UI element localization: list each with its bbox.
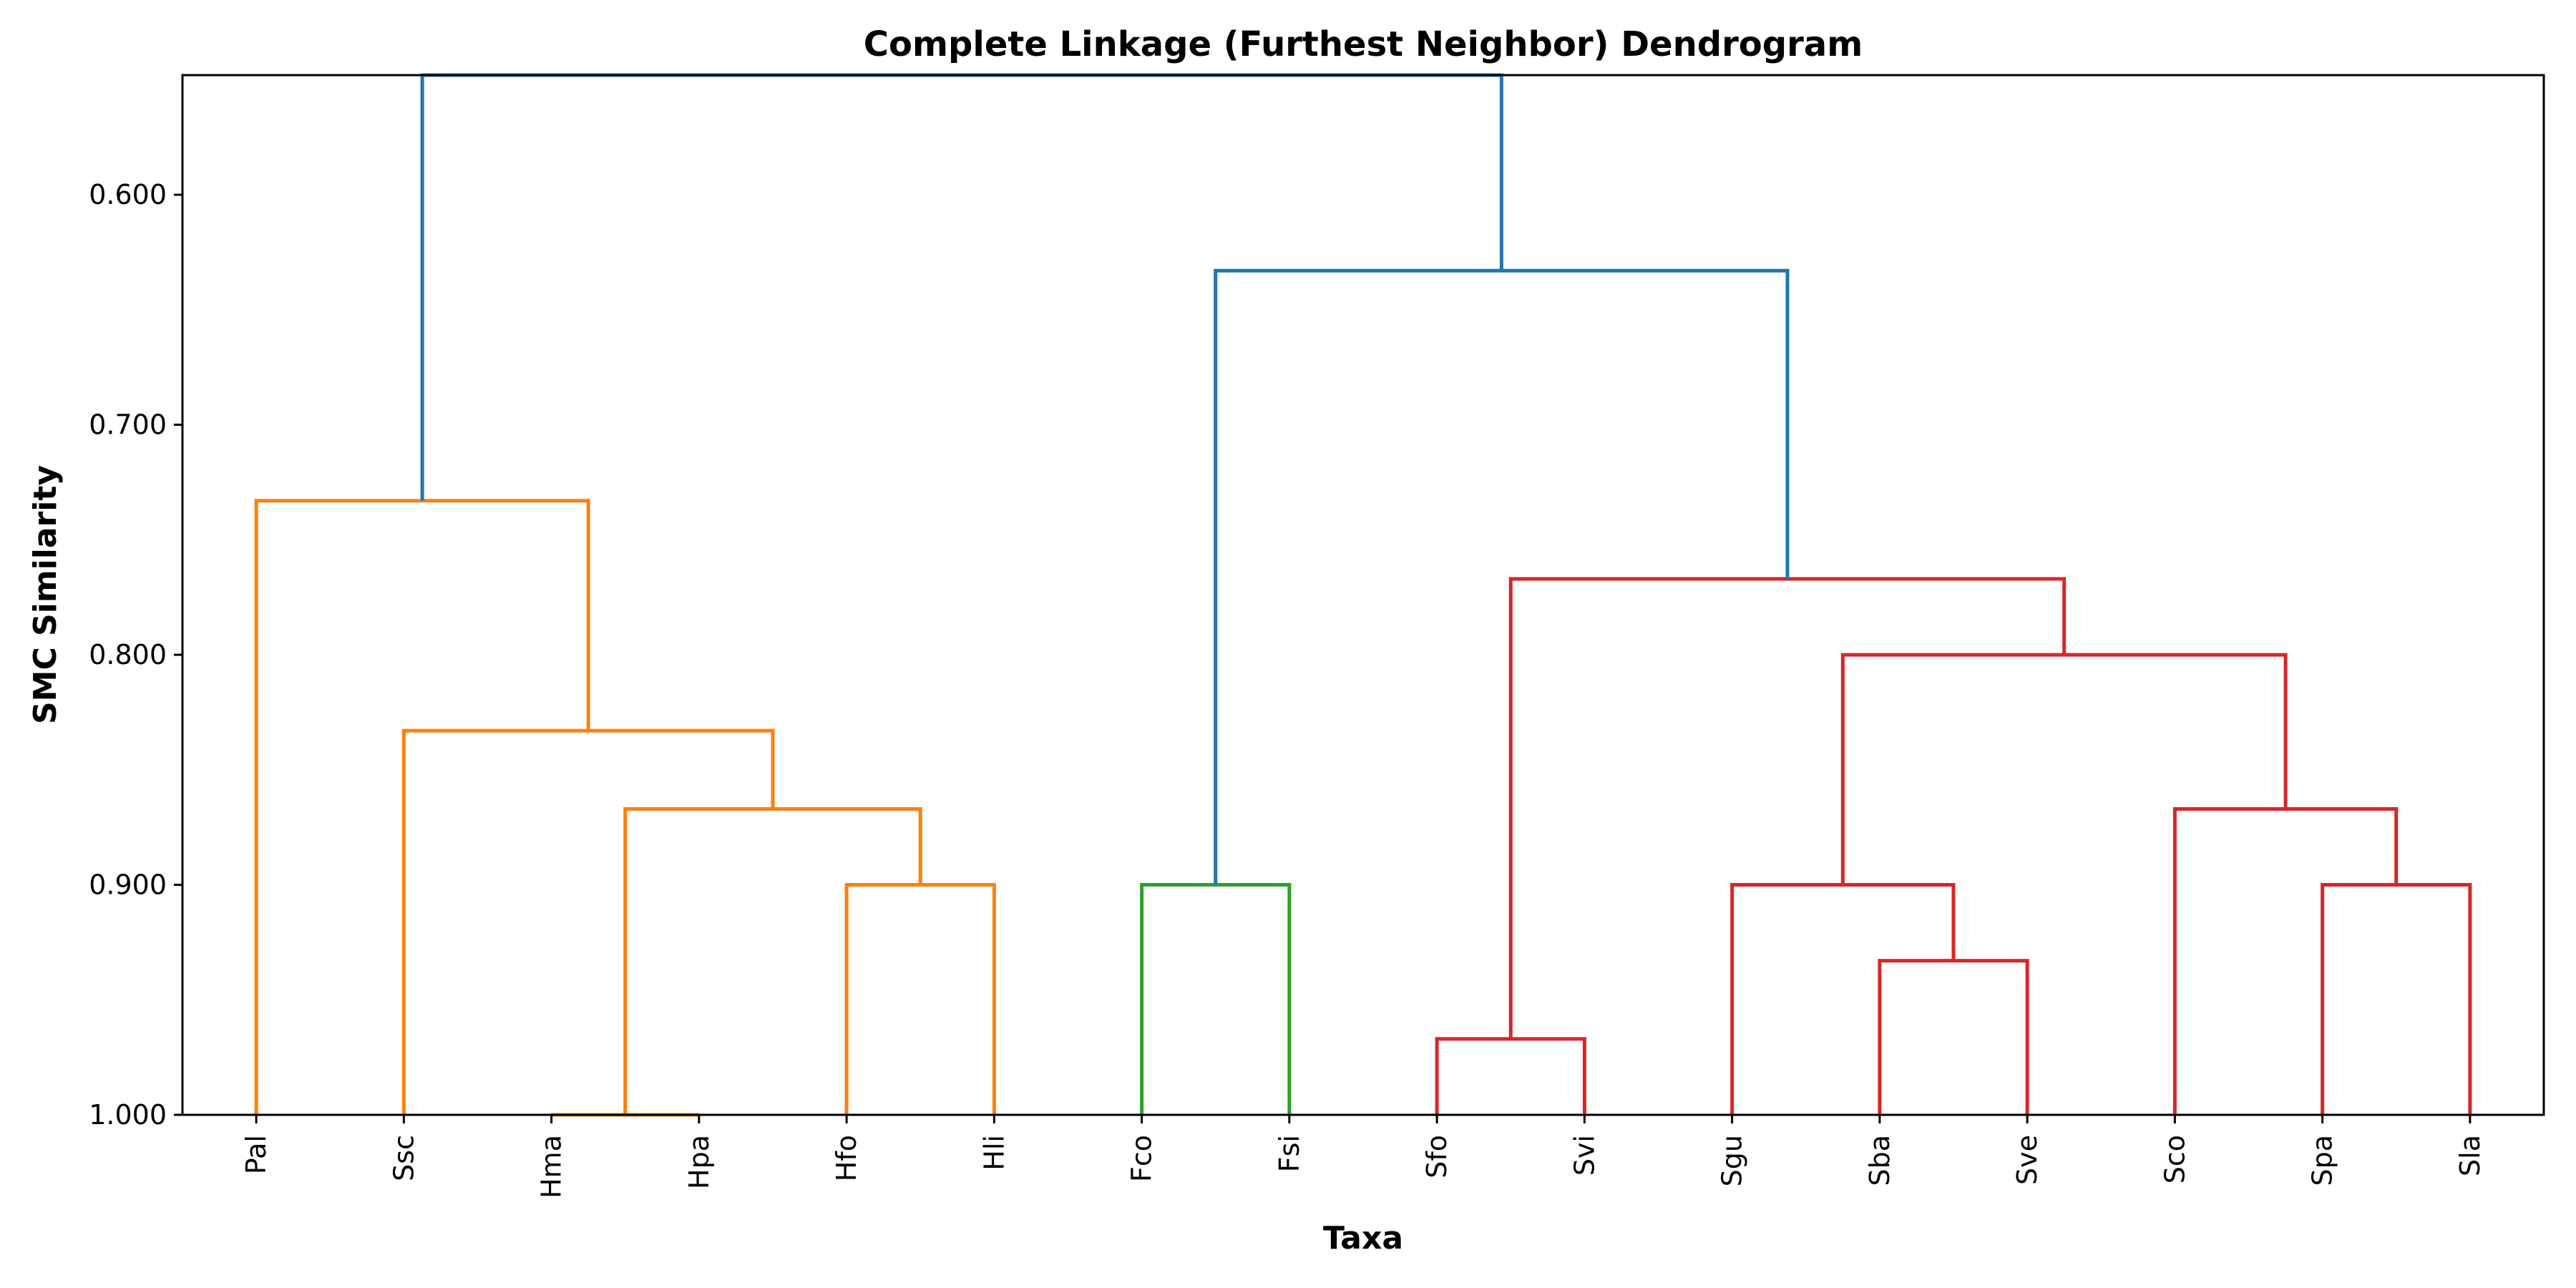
dendrogram-links — [254, 73, 2472, 1117]
leaf-label-pal: Pal — [240, 1135, 272, 1174]
leaf-label-ssc: Ssc — [388, 1135, 419, 1181]
leaf-label-hfo: Hfo — [831, 1135, 862, 1181]
dendrogram-link-m3 — [1878, 959, 2029, 1115]
dendrogram-link-m10 — [401, 728, 775, 1115]
dendrogram-link-m0 — [844, 883, 996, 1115]
y-tick-label: 0.900 — [89, 869, 167, 901]
leaf-label-sba: Sba — [1864, 1135, 1896, 1186]
dendrogram-link-m9 — [623, 806, 922, 1115]
x-axis-label: Taxa — [1323, 1220, 1403, 1257]
leaf-label-sco: Sco — [2159, 1135, 2190, 1184]
dendrogram-link-m12 — [1508, 577, 2067, 1039]
leaf-label-hpa: Hpa — [683, 1135, 715, 1189]
dendrogram-link-m2 — [1435, 1037, 1586, 1115]
dendrogram-link-m13 — [254, 499, 590, 1115]
leaf-label-svi: Svi — [1568, 1135, 1600, 1176]
leaf-label-sfo: Sfo — [1421, 1135, 1453, 1179]
leaf-label-fsi: Fsi — [1274, 1135, 1305, 1172]
y-tick-label: 0.800 — [89, 639, 167, 670]
dendrogram-link-m4 — [2321, 883, 2472, 1115]
plot-frame — [181, 74, 2545, 1116]
dendrogram-link-m1 — [1140, 883, 1292, 1115]
chart-title: Complete Linkage (Furthest Neighbor) Den… — [864, 24, 1863, 64]
leaf-label-sve: Sve — [2011, 1135, 2043, 1185]
y-tick-label: 1.000 — [89, 1099, 167, 1131]
y-axis-ticks: 0.600 0.700 0.800 0.900 1.000 — [89, 179, 182, 1131]
dendrogram-link-m8 — [2172, 806, 2399, 1115]
leaf-label-hli: Hli — [978, 1135, 1010, 1171]
y-tick-label: 0.700 — [89, 409, 167, 441]
leaf-label-sla: Sla — [2454, 1135, 2486, 1176]
leaf-label-sgu: Sgu — [1717, 1135, 1748, 1186]
y-tick-label: 0.600 — [89, 179, 167, 210]
leaf-label-fco: Fco — [1126, 1135, 1158, 1182]
dendrogram-link-m7 — [1730, 883, 1956, 1115]
y-axis-label: SMC Similarity — [27, 465, 64, 724]
x-axis-ticks: Pal Ssc Hma Hpa Hfo Hli Fco Fsi Sfo Svi Sgu Sba Sve S… — [240, 1115, 2486, 1199]
leaf-label-spa: Spa — [2307, 1135, 2338, 1186]
dendrogram-link-m11 — [1840, 653, 2288, 885]
dendrogram-link-m15 — [420, 73, 1503, 501]
leaf-label-hma: Hma — [536, 1135, 567, 1199]
